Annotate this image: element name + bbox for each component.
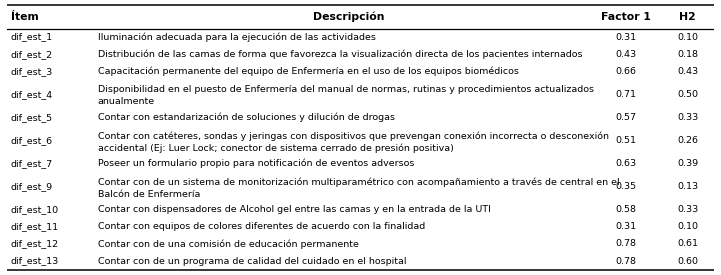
Text: 0.50: 0.50 [677, 90, 698, 99]
Text: dif_est_3: dif_est_3 [11, 67, 53, 76]
Text: Factor 1: Factor 1 [601, 12, 650, 22]
Text: dif_est_5: dif_est_5 [11, 113, 53, 122]
Text: 0.78: 0.78 [615, 240, 636, 249]
Text: dif_est_2: dif_est_2 [11, 50, 53, 59]
Text: Contar con de un programa de calidad del cuidado en el hospital: Contar con de un programa de calidad del… [97, 257, 406, 266]
Text: Ítem: Ítem [11, 12, 38, 22]
Text: 0.10: 0.10 [677, 222, 698, 232]
Text: 0.71: 0.71 [615, 90, 636, 99]
Text: 0.78: 0.78 [615, 257, 636, 266]
Text: 0.26: 0.26 [677, 136, 698, 145]
Text: dif_est_7: dif_est_7 [11, 159, 53, 168]
Text: 0.66: 0.66 [615, 67, 636, 76]
Text: dif_est_6: dif_est_6 [11, 136, 53, 145]
Text: 0.51: 0.51 [615, 136, 636, 145]
Text: 0.43: 0.43 [677, 67, 698, 76]
Text: 0.33: 0.33 [677, 113, 698, 122]
Text: dif_est_11: dif_est_11 [11, 222, 59, 232]
Text: Contar con estandarización de soluciones y dilución de drogas: Contar con estandarización de soluciones… [97, 113, 394, 122]
Text: 0.57: 0.57 [615, 113, 636, 122]
Text: Contar con de un sistema de monitorización multiparamétrico con acompañamiento a: Contar con de un sistema de monitorizaci… [97, 177, 619, 199]
Text: Poseer un formulario propio para notificación de eventos adversos: Poseer un formulario propio para notific… [97, 159, 414, 168]
Text: Contar con equipos de colores diferentes de acuerdo con la finalidad: Contar con equipos de colores diferentes… [97, 222, 425, 232]
Text: 0.35: 0.35 [615, 182, 636, 191]
Text: 0.61: 0.61 [677, 240, 698, 249]
Text: dif_est_10: dif_est_10 [11, 205, 59, 215]
Text: H2: H2 [679, 12, 696, 22]
Text: Contar con de una comisión de educación permanente: Contar con de una comisión de educación … [97, 239, 358, 249]
Text: 0.63: 0.63 [615, 159, 636, 168]
Text: Capacitación permanente del equipo de Enfermería en el uso de los equipos bioméd: Capacitación permanente del equipo de En… [97, 67, 518, 76]
Text: Distribución de las camas de forma que favorezca la visualización directa de los: Distribución de las camas de forma que f… [97, 50, 582, 59]
Text: dif_est_9: dif_est_9 [11, 182, 53, 191]
Text: 0.58: 0.58 [615, 205, 636, 215]
Text: dif_est_1: dif_est_1 [11, 33, 53, 42]
Text: 0.39: 0.39 [677, 159, 698, 168]
Text: 0.31: 0.31 [615, 222, 636, 232]
Text: Descripción: Descripción [314, 12, 385, 22]
Text: Contar con dispensadores de Alcohol gel entre las camas y en la entrada de la UT: Contar con dispensadores de Alcohol gel … [97, 205, 490, 215]
Text: 0.43: 0.43 [615, 50, 636, 59]
Text: 0.60: 0.60 [677, 257, 698, 266]
Text: dif_est_12: dif_est_12 [11, 240, 59, 249]
Text: Contar con catéteres, sondas y jeringas con dispositivos que prevengan conexión : Contar con catéteres, sondas y jeringas … [97, 131, 609, 153]
Text: 0.10: 0.10 [677, 33, 698, 42]
Text: dif_est_4: dif_est_4 [11, 90, 53, 99]
Text: 0.18: 0.18 [677, 50, 698, 59]
Text: 0.31: 0.31 [615, 33, 636, 42]
Text: dif_est_13: dif_est_13 [11, 257, 59, 266]
Text: 0.33: 0.33 [677, 205, 698, 215]
Text: 0.13: 0.13 [677, 182, 698, 191]
Text: Iluminación adecuada para la ejecución de las actividades: Iluminación adecuada para la ejecución d… [97, 32, 376, 42]
Text: Disponibilidad en el puesto de Enfermería del manual de normas, rutinas y proced: Disponibilidad en el puesto de Enfermerí… [97, 85, 593, 106]
